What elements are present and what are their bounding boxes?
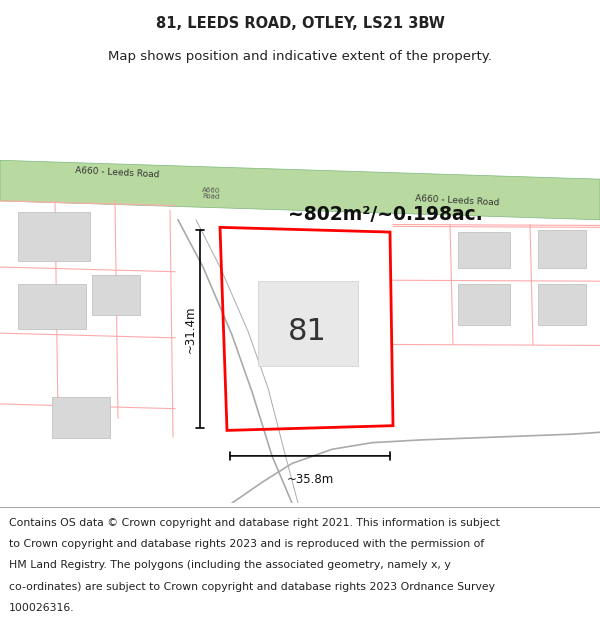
Bar bbox=[458, 232, 510, 268]
Text: 81, LEEDS ROAD, OTLEY, LS21 3BW: 81, LEEDS ROAD, OTLEY, LS21 3BW bbox=[155, 16, 445, 31]
Bar bbox=[258, 281, 358, 366]
Bar bbox=[18, 284, 86, 329]
Text: to Crown copyright and database rights 2023 and is reproduced with the permissio: to Crown copyright and database rights 2… bbox=[9, 539, 484, 549]
Bar bbox=[92, 274, 140, 315]
Text: 100026316.: 100026316. bbox=[9, 603, 74, 613]
Bar bbox=[538, 284, 586, 324]
Text: ~31.4m: ~31.4m bbox=[184, 305, 197, 352]
Text: 81: 81 bbox=[287, 317, 326, 346]
Text: A660 - Leeds Road: A660 - Leeds Road bbox=[75, 166, 160, 179]
Text: ~35.8m: ~35.8m bbox=[286, 473, 334, 486]
Bar bbox=[538, 230, 586, 268]
Text: A660
Road: A660 Road bbox=[202, 187, 221, 200]
Text: Map shows position and indicative extent of the property.: Map shows position and indicative extent… bbox=[108, 50, 492, 62]
Bar bbox=[458, 284, 510, 324]
Text: co-ordinates) are subject to Crown copyright and database rights 2023 Ordnance S: co-ordinates) are subject to Crown copyr… bbox=[9, 582, 495, 592]
Polygon shape bbox=[0, 160, 600, 220]
Text: ~802m²/~0.198ac.: ~802m²/~0.198ac. bbox=[288, 204, 483, 224]
Text: Contains OS data © Crown copyright and database right 2021. This information is : Contains OS data © Crown copyright and d… bbox=[9, 518, 500, 528]
Bar bbox=[18, 213, 90, 261]
Text: A660 - Leeds Road: A660 - Leeds Road bbox=[415, 194, 500, 208]
Text: HM Land Registry. The polygons (including the associated geometry, namely x, y: HM Land Registry. The polygons (includin… bbox=[9, 561, 451, 571]
Bar bbox=[52, 398, 110, 438]
